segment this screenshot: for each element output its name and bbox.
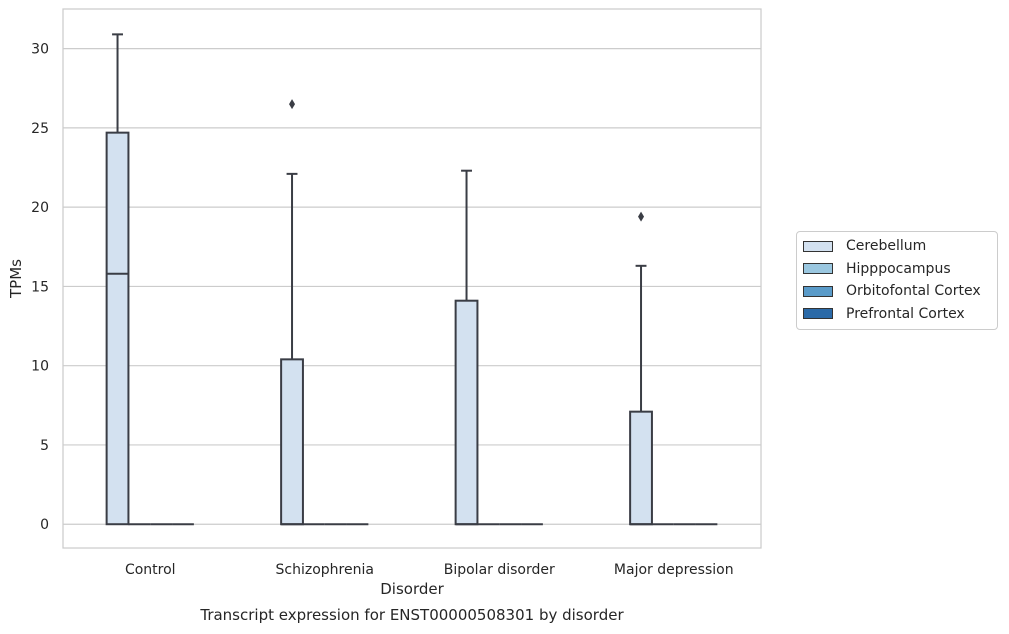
x-axis-label: Disorder [380,580,444,598]
box-cerebellum [105,33,130,526]
legend-item: Orbitofontal Cortex [797,280,997,303]
legend-label: Hipppocampus [846,260,951,277]
y-tick-label: 20 [31,200,49,216]
y-tick-label: 5 [40,438,49,454]
legend-label: Prefrontal Cortex [846,305,965,322]
legend-swatch [803,285,833,297]
y-tick-label: 10 [31,359,49,375]
gridlines [63,48,761,525]
chart-caption: Transcript expression for ENST0000050830… [200,606,624,624]
box-body [454,299,479,526]
legend: Cerebellum Hipppocampus Orbitofontal Corte… [796,231,998,330]
y-tick-label: 25 [31,121,49,137]
x-tick-label: Schizophrenia [276,562,374,578]
x-tick-label: Control [125,562,176,578]
box-body [105,131,130,526]
y-tick-label: 0 [40,517,49,533]
y-tick-label: 30 [31,42,49,58]
legend-item: Hipppocampus [797,258,997,281]
x-tick-labels: Control Schizophrenia Bipolar disorder Majo… [125,562,734,578]
x-tick-label: Bipolar disorder [444,562,555,578]
box-body [629,410,653,526]
x-tick-label: Major depression [614,562,734,578]
y-tick-label: 15 [31,279,49,295]
legend-item: Prefrontal Cortex [797,303,997,326]
legend-swatch [803,308,833,320]
box-cerebellum [629,211,653,526]
box-cerebellum [280,99,304,526]
outlier-point [289,99,296,110]
box-body [280,358,304,526]
legend-label: Cerebellum [846,238,927,255]
box-series [105,33,718,526]
box-cerebellum [454,169,479,526]
plot-area-frame [62,8,762,549]
y-tick-labels: 0 5 10 15 20 25 30 [31,42,49,534]
legend-item: Cerebellum [797,235,997,258]
legend-label: Orbitofontal Cortex [846,283,981,300]
outlier-point [638,211,645,222]
legend-swatch [803,263,833,275]
legend-swatch [803,240,833,252]
y-axis-label: TPMs [7,259,25,299]
